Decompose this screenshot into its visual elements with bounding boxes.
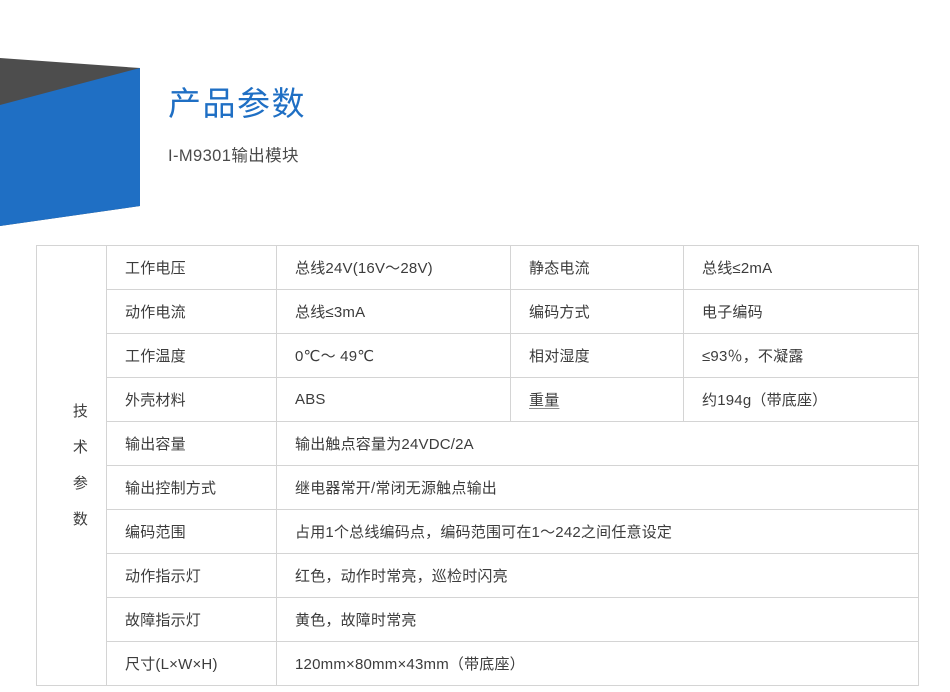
table-row: 输出控制方式 继电器常开/常闭无源触点输出 <box>37 465 919 510</box>
banner-text-block: 产品参数 I-M9301输出模块 <box>168 84 768 167</box>
spec-label: 静态电流 <box>510 245 684 290</box>
page-title: 产品参数 <box>168 85 306 122</box>
table-row: 技 术 参 数 工作电压 总线24V(16V～28V) 静态电流 总线≤2mA <box>36 245 919 686</box>
axis-char: 参 <box>72 474 89 492</box>
table-row: 工作温度 0℃～ 49℃ 相对湿度 ≤93％，不凝露 <box>37 333 919 378</box>
spec-table-body: 技 术 参 数 工作电压 总线24V(16V～28V) 静态电流 总线≤2mA … <box>36 245 919 686</box>
spec-label: 尺寸(L×W×H) <box>106 641 277 686</box>
page-banner: 产品参数 I-M9301输出模块 <box>0 0 950 240</box>
spec-value: ≤93％，不凝露 <box>683 333 919 378</box>
spec-value: 红色，动作时常亮，巡检时闪亮 <box>276 553 919 598</box>
spec-label: 动作电流 <box>106 289 277 334</box>
table-row: 故障指示灯 黄色，故障时常亮 <box>37 597 919 642</box>
spec-label: 相对湿度 <box>510 333 684 378</box>
spec-label: 编码方式 <box>510 289 684 334</box>
table-row: 外壳材料 ABS 重量 约194g（带底座） <box>37 377 919 422</box>
spec-value: 电子编码 <box>683 289 919 334</box>
spec-label: 输出容量 <box>106 421 277 466</box>
spec-label-text: 重量 <box>529 392 560 409</box>
spec-value: 总线24V(16V～28V) <box>276 245 511 290</box>
banner-ribbon-graphic <box>0 58 140 226</box>
spec-value: 占用1个总线编码点，编码范围可在1～242之间任意设定 <box>276 509 919 554</box>
spec-value: 输出触点容量为24VDC/2A <box>276 421 919 466</box>
axis-char: 数 <box>72 510 89 528</box>
page-subtitle: I-M9301输出模块 <box>168 147 299 165</box>
axis-char: 技 <box>72 402 89 420</box>
spec-label: 工作温度 <box>106 333 277 378</box>
spec-label: 重量 <box>510 377 684 422</box>
axis-char: 术 <box>72 438 89 456</box>
spec-label: 外壳材料 <box>106 377 277 422</box>
spec-value: 总线≤2mA <box>683 245 919 290</box>
table-row: 尺寸(L×W×H) 120mm×80mm×43mm（带底座） <box>37 641 919 686</box>
table-row: 输出容量 输出触点容量为24VDC/2A <box>37 421 919 466</box>
ribbon-blue-shape <box>0 68 140 226</box>
spec-value: 120mm×80mm×43mm（带底座） <box>276 641 919 686</box>
spec-value: ABS <box>276 377 511 422</box>
spec-label: 工作电压 <box>106 245 277 290</box>
spec-table: 技 术 参 数 工作电压 总线24V(16V～28V) 静态电流 总线≤2mA … <box>36 245 919 686</box>
spec-table-container: 技 术 参 数 工作电压 总线24V(16V～28V) 静态电流 总线≤2mA … <box>36 245 919 686</box>
spec-value: 总线≤3mA <box>276 289 511 334</box>
technical-params-axis-label: 技 术 参 数 <box>36 245 107 686</box>
spec-value: 0℃～ 49℃ <box>276 333 511 378</box>
table-row: 编码范围 占用1个总线编码点，编码范围可在1～242之间任意设定 <box>37 509 919 554</box>
spec-label: 编码范围 <box>106 509 277 554</box>
spec-value: 黄色，故障时常亮 <box>276 597 919 642</box>
spec-label: 故障指示灯 <box>106 597 277 642</box>
spec-label: 输出控制方式 <box>106 465 277 510</box>
table-row: 动作电流 总线≤3mA 编码方式 电子编码 <box>37 289 919 334</box>
spec-value: 继电器常开/常闭无源触点输出 <box>276 465 919 510</box>
spec-value: 约194g（带底座） <box>683 377 919 422</box>
table-row: 动作指示灯 红色，动作时常亮，巡检时闪亮 <box>37 553 919 598</box>
spec-label: 动作指示灯 <box>106 553 277 598</box>
